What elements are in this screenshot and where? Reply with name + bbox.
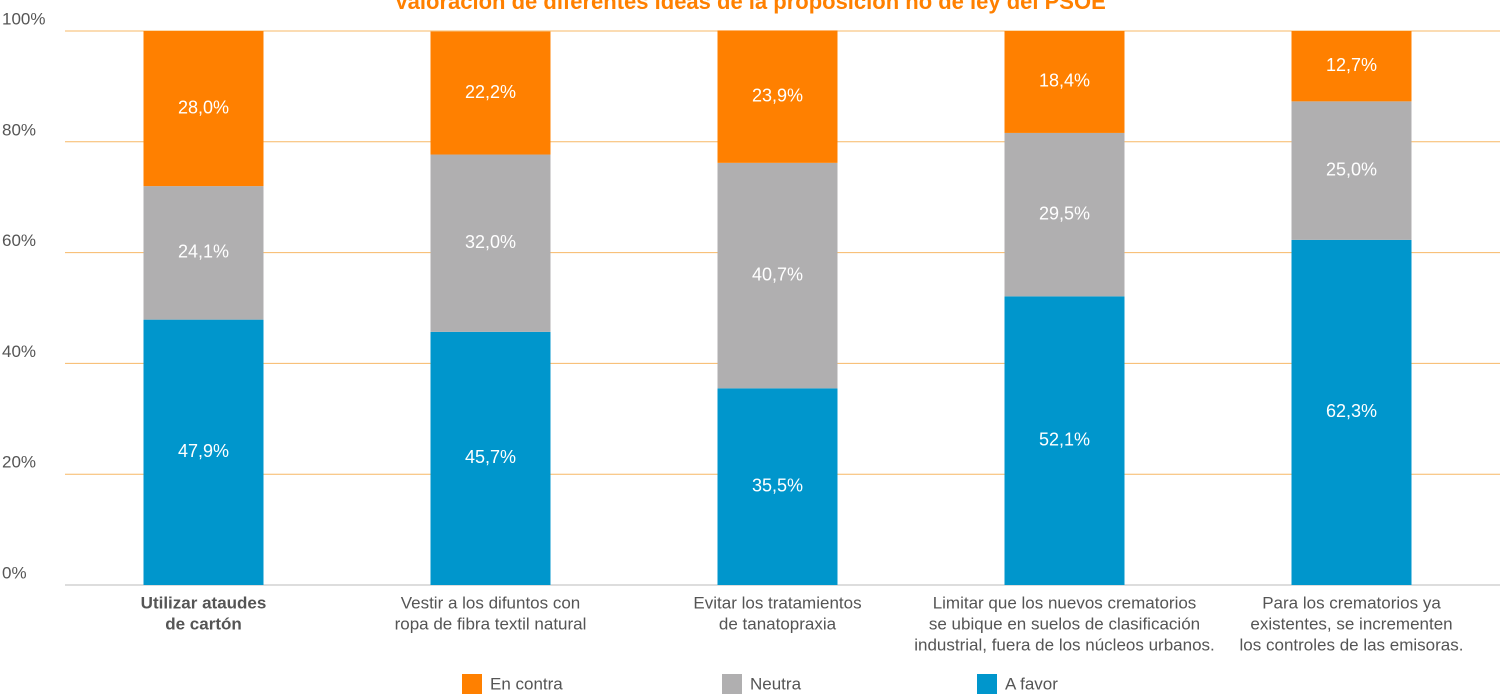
legend-swatch bbox=[722, 674, 742, 694]
value-label: 45,7% bbox=[465, 447, 516, 467]
bar-segment bbox=[143, 31, 264, 187]
legend-label: Neutra bbox=[750, 674, 802, 693]
legend-label: En contra bbox=[490, 674, 563, 693]
bar-segment bbox=[1004, 132, 1125, 297]
chart-title: Valoración de diferentes ideas de la pro… bbox=[394, 0, 1106, 14]
bar-segment bbox=[1291, 101, 1412, 240]
y-tick-label: 100% bbox=[2, 9, 45, 28]
y-tick-label: 20% bbox=[2, 453, 36, 472]
value-label: 24,1% bbox=[178, 242, 229, 262]
value-label: 40,7% bbox=[752, 264, 803, 284]
legend-swatch bbox=[462, 674, 482, 694]
legend-swatch bbox=[977, 674, 997, 694]
bar-segment bbox=[430, 154, 551, 332]
y-tick-label: 40% bbox=[2, 342, 36, 361]
value-label: 52,1% bbox=[1039, 429, 1090, 449]
x-tick-label: de tanatopraxia bbox=[719, 614, 837, 633]
bar-segment bbox=[1291, 239, 1412, 585]
bar-segment bbox=[1291, 31, 1412, 102]
bar-segment bbox=[1004, 31, 1125, 133]
value-label: 62,3% bbox=[1326, 401, 1377, 421]
x-tick-label: Utilizar ataudes bbox=[141, 593, 267, 612]
value-label: 32,0% bbox=[465, 232, 516, 252]
x-tick-label: Vestir a los difuntos con bbox=[401, 593, 581, 612]
bar-segment bbox=[717, 30, 838, 163]
bar-segment bbox=[430, 331, 551, 585]
value-label: 22,2% bbox=[465, 82, 516, 102]
bar-segment bbox=[717, 388, 838, 585]
x-tick-label: de cartón bbox=[165, 614, 242, 633]
value-label: 12,7% bbox=[1326, 55, 1377, 75]
y-tick-label: 80% bbox=[2, 120, 36, 139]
value-label: 47,9% bbox=[178, 441, 229, 461]
x-tick-label: ropa de fibra textil natural bbox=[395, 614, 587, 633]
value-label: 18,4% bbox=[1039, 71, 1090, 91]
value-label: 29,5% bbox=[1039, 203, 1090, 223]
x-tick-label: Evitar los tratamientos bbox=[693, 593, 861, 612]
y-tick-label: 0% bbox=[2, 563, 27, 582]
bar-segment bbox=[430, 31, 551, 155]
value-label: 23,9% bbox=[752, 85, 803, 105]
bar-segment bbox=[1004, 296, 1125, 585]
x-tick-label: Para los crematorios ya bbox=[1262, 593, 1441, 612]
value-label: 28,0% bbox=[178, 97, 229, 117]
value-label: 35,5% bbox=[752, 475, 803, 495]
x-tick-label: se ubique en suelos de clasificación bbox=[929, 614, 1200, 633]
x-tick-label: industrial, fuera de los núcleos urbanos… bbox=[914, 635, 1215, 654]
x-tick-label: Limitar que los nuevos crematorios bbox=[933, 593, 1197, 612]
x-tick-label: los controles de las emisoras. bbox=[1240, 635, 1464, 654]
bar-segment bbox=[143, 186, 264, 320]
y-tick-label: 60% bbox=[2, 231, 36, 250]
legend-label: A favor bbox=[1005, 674, 1058, 693]
value-label: 25,0% bbox=[1326, 159, 1377, 179]
bar-segment bbox=[143, 319, 264, 585]
x-tick-label: existentes, se incrementen bbox=[1250, 614, 1452, 633]
bar-segment bbox=[717, 162, 838, 389]
